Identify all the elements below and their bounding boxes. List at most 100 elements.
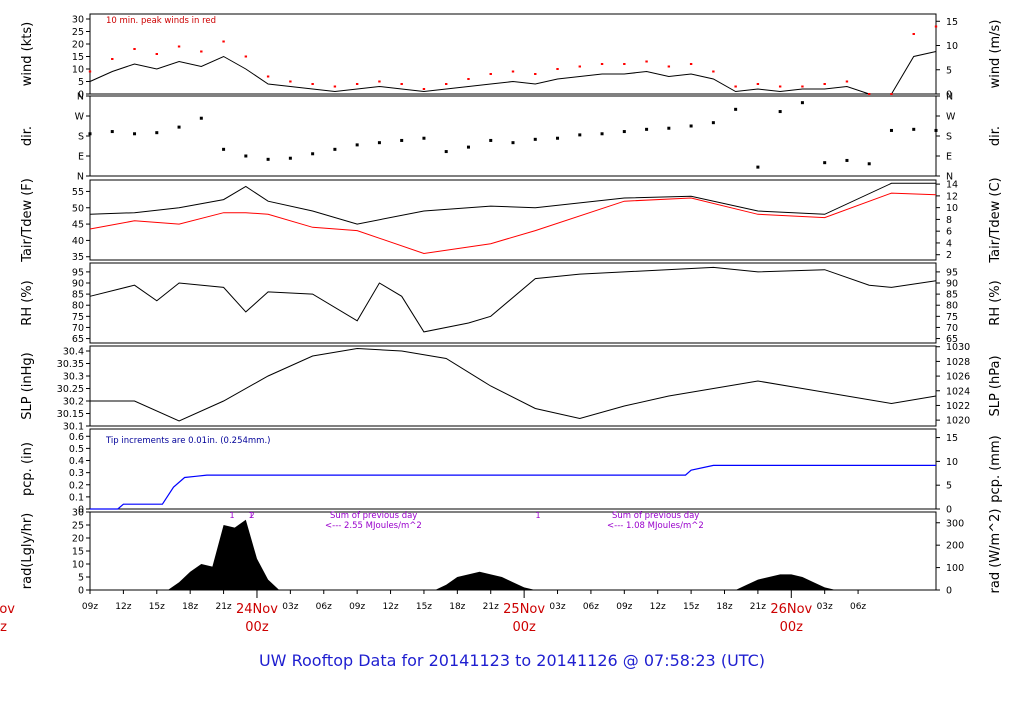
data-point xyxy=(110,130,114,134)
y-tick-label-left: 40 xyxy=(72,236,84,247)
y-tick-label-left: S xyxy=(78,132,84,143)
data-point xyxy=(912,33,915,35)
data-point xyxy=(489,138,493,142)
y-tick-label-left: 10 xyxy=(72,65,84,76)
y-tick-label-left: 25 xyxy=(72,27,84,38)
data-point xyxy=(623,63,626,65)
x-tick-label: 15z xyxy=(683,602,699,612)
panel-5: 0 0.10.20.30.40.50.6 0 5 10 15 pcp. (in) pcp. (… xyxy=(20,428,1003,516)
x-tick-label: 09z xyxy=(616,602,632,612)
data-point xyxy=(890,93,893,95)
y-tick-label-left: 0 xyxy=(78,505,84,516)
pcp-annotation: Tip increments are 0.01in. (0.254mm.) xyxy=(105,436,270,446)
y-tick-label-left: 0 xyxy=(78,586,84,597)
y-tick-label-right: 10 xyxy=(946,203,958,214)
data-point xyxy=(422,136,426,140)
data-point xyxy=(288,156,292,160)
y-tick-label-left: 20 xyxy=(72,534,84,545)
y-tick-label-left: 30.1 xyxy=(63,422,84,433)
y-tick-label-right: 4 xyxy=(946,238,952,249)
data-point xyxy=(934,25,938,28)
x-tick-label: 18z xyxy=(449,602,465,612)
y-tick-label-left: 30.15 xyxy=(57,409,84,420)
data-area xyxy=(167,519,836,590)
x-tick-label: 18z xyxy=(716,602,732,612)
x-tick-label: 12z xyxy=(650,602,666,612)
data-point xyxy=(645,60,648,63)
data-line xyxy=(89,192,937,255)
y-tick-label-right: 1028 xyxy=(946,357,970,368)
data-point xyxy=(622,130,626,134)
y-tick-label-right: 0 xyxy=(946,505,952,516)
x-tick-label: 03z xyxy=(549,602,565,612)
y-axis-label-left: rad(Lgly/hr) xyxy=(20,513,35,589)
data-point xyxy=(355,143,359,147)
y-axis-label-left: RH (%) xyxy=(20,280,35,325)
data-point xyxy=(377,141,381,145)
data-point xyxy=(155,53,158,55)
y-tick-label-left: 0.6 xyxy=(69,432,84,443)
data-point xyxy=(845,158,849,162)
y-tick-label-right: 5 xyxy=(946,481,952,492)
x-tick-label: 06z xyxy=(316,602,332,612)
data-point xyxy=(466,145,470,149)
data-point xyxy=(600,63,604,65)
data-point xyxy=(333,85,337,88)
y-tick-label-right: E xyxy=(946,152,952,163)
data-point xyxy=(355,83,359,85)
y-tick-label-left: 10 xyxy=(72,560,84,571)
data-point xyxy=(578,65,581,68)
data-line xyxy=(90,347,937,422)
x-tick-label: 21z xyxy=(483,602,499,612)
x-tick-label: 21z xyxy=(215,602,231,612)
y-tick-label-left: N xyxy=(77,172,84,183)
x-day-sublabel: 00z xyxy=(512,620,536,635)
y-tick-label-right: 8 xyxy=(946,215,952,226)
x-day-label: 24Nov xyxy=(236,602,278,617)
data-point xyxy=(689,63,693,65)
data-point xyxy=(734,107,738,111)
data-point xyxy=(266,157,270,161)
y-axis-label-right: wind (m/s) xyxy=(988,20,1003,89)
y-tick-label-left: 0 xyxy=(78,90,84,101)
data-point xyxy=(244,55,248,58)
y-tick-label-left: 0.5 xyxy=(69,444,84,455)
y-tick-label-left: 30.4 xyxy=(63,347,84,358)
peak-marker: 2 xyxy=(249,511,254,520)
y-tick-label-left: 30.35 xyxy=(57,359,84,370)
x-tick-label: 12z xyxy=(115,602,131,612)
x-day-label-cut: ov xyxy=(0,602,15,617)
data-point xyxy=(667,126,671,130)
data-point xyxy=(244,154,248,158)
y-tick-label-right: N xyxy=(946,172,953,183)
data-point xyxy=(801,85,804,88)
data-point xyxy=(378,80,381,83)
y-tick-label-left: 15 xyxy=(72,52,84,63)
data-point xyxy=(800,101,804,105)
x-tick-label: 06z xyxy=(850,602,866,612)
data-point xyxy=(177,125,181,129)
wind-annotation: 10 min. peak winds in red xyxy=(106,16,216,26)
data-point xyxy=(445,83,448,85)
y-axis-label-right: RH (%) xyxy=(988,280,1003,325)
x-tick-label: 09z xyxy=(82,602,98,612)
y-tick-label-left: W xyxy=(75,112,85,123)
data-point xyxy=(645,127,649,131)
data-point xyxy=(868,93,871,95)
data-point xyxy=(711,121,715,125)
y-tick-label-right: W xyxy=(946,112,956,123)
data-point xyxy=(778,85,782,88)
rad-annotation: Sum of previous day xyxy=(612,511,699,521)
data-point xyxy=(867,162,871,166)
y-tick-label-left: 30.25 xyxy=(57,384,84,395)
y-tick-label-right: S xyxy=(946,132,952,143)
data-point xyxy=(222,40,225,43)
y-tick-label-right: 200 xyxy=(946,541,964,552)
y-tick-label-left: 25 xyxy=(72,521,84,532)
data-point xyxy=(823,161,827,165)
y-axis-label-right: rad (W/m^2) xyxy=(988,509,1003,594)
y-tick-label-left: 20 xyxy=(72,40,84,51)
data-point xyxy=(199,116,203,120)
